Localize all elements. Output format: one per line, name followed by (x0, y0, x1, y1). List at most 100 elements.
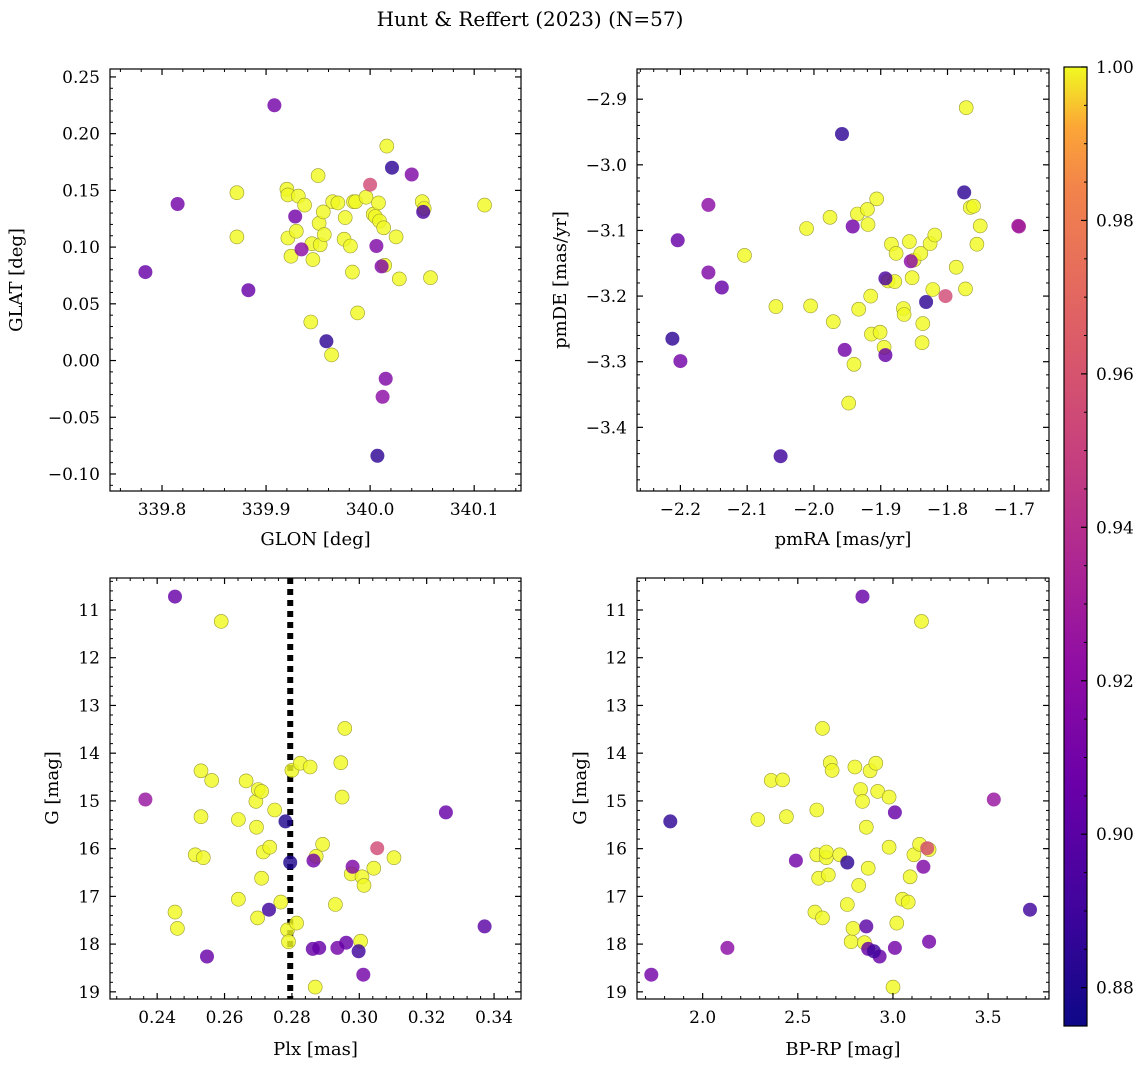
data-point (839, 897, 855, 912)
data-point (860, 860, 876, 876)
data-point (881, 839, 897, 855)
x-tick-label: −2.2 (660, 500, 701, 520)
data-point (855, 589, 870, 604)
figure-title: Hunt & Reffert (2023) (N=57) (377, 7, 684, 31)
y-tick-label: 17 (78, 887, 100, 907)
data-point (333, 755, 349, 771)
x-tick-label: 3.0 (879, 1008, 906, 1028)
data-point (138, 792, 153, 807)
y-tick-label: 0.20 (62, 125, 100, 145)
y-tick-label: −3.3 (586, 353, 627, 373)
data-point (283, 248, 299, 264)
y-tick-label: 13 (605, 696, 627, 716)
data-point (374, 259, 389, 274)
panel-bprp-g: 2.0 2.5 3.0 3.5 11 12 13 14 15 16 17 18 19 BP-RP [m… (570, 577, 1050, 1060)
y-tick-label: 19 (605, 983, 627, 1003)
x-tick-label: −1.8 (927, 500, 968, 520)
y-tick-label: −3.2 (586, 287, 627, 307)
data-point (915, 316, 931, 331)
panel-plx-g-xlabel: Plx [mas] (273, 1039, 358, 1060)
panel-pmra-pmde-yticks: −3.4 −3.3 −3.2 −3.1 −3.0 −2.9 (586, 72, 1049, 481)
data-point (900, 894, 916, 910)
data-point (969, 236, 985, 252)
data-point (375, 389, 390, 404)
colorbar-tick-label: 0.96 (1096, 365, 1134, 385)
data-point (324, 347, 339, 363)
data-point (845, 921, 861, 936)
data-point (358, 189, 374, 205)
data-point (889, 915, 905, 931)
data-point (670, 233, 685, 248)
data-point (345, 264, 360, 280)
data-point (846, 356, 862, 372)
data-point (815, 910, 830, 926)
y-tick-label: 0.05 (62, 295, 100, 315)
data-point (316, 227, 332, 242)
x-tick-label: −2.0 (793, 500, 834, 520)
data-point (714, 280, 729, 295)
data-point (887, 805, 902, 820)
panel-plx-g: 0.24 0.26 0.28 0.30 0.32 0.34 111213141516171… (42, 577, 522, 1060)
data-point (855, 794, 870, 809)
data-point (229, 185, 245, 200)
panel-bprp-g-frame (636, 577, 1050, 1000)
data-point (837, 342, 852, 357)
data-point (289, 915, 304, 931)
data-point (379, 138, 395, 154)
data-point (958, 100, 974, 115)
data-point (860, 217, 876, 232)
data-point (1012, 219, 1026, 234)
colorbar-tick-label: 0.92 (1096, 672, 1134, 692)
data-point (337, 210, 353, 225)
data-point (872, 324, 888, 340)
data-point (1023, 902, 1037, 917)
data-point (378, 371, 393, 386)
data-point (948, 259, 964, 275)
data-point (779, 809, 794, 825)
data-point (337, 721, 353, 736)
data-point (773, 449, 788, 464)
data-point (302, 759, 318, 775)
colorbar: 0.88 0.90 0.92 0.94 0.96 0.98 1.00 (1063, 58, 1134, 1027)
y-tick-label: 16 (78, 840, 100, 860)
data-point (902, 869, 918, 885)
data-point (294, 242, 309, 257)
data-point (404, 167, 419, 182)
data-point (868, 755, 884, 771)
data-point (334, 789, 350, 805)
data-point (303, 314, 319, 330)
data-point (231, 891, 246, 907)
x-tick-label: 0.30 (340, 1008, 378, 1028)
panel-glon-glat: 339.8 339.9 340.0 340.1 −0.10 −0.05 0.00 0.05 0… (6, 68, 522, 550)
panel-glon-glat-ylabel: GLAT [deg] (6, 228, 27, 332)
panel-glon-glat-yticks: −0.10 −0.05 0.00 0.05 0.10 0.15 0.20 0.25 (48, 68, 521, 486)
data-point (193, 809, 209, 825)
x-tick-label: 0.32 (408, 1008, 446, 1028)
y-tick-label: 18 (78, 935, 100, 955)
colorbar-gradient (1063, 66, 1088, 1027)
data-point (204, 773, 219, 788)
data-point (737, 248, 752, 263)
data-point (885, 979, 901, 995)
data-point (815, 721, 830, 736)
data-point (902, 234, 917, 249)
data-point (477, 197, 492, 213)
data-point (356, 878, 372, 893)
data-point (250, 910, 265, 926)
data-point (925, 282, 941, 297)
data-point (866, 944, 881, 959)
data-point (391, 271, 407, 287)
x-tick-label: 2.0 (689, 1008, 716, 1028)
y-tick-label: 12 (78, 649, 100, 669)
y-tick-label: 18 (605, 935, 627, 955)
data-point (851, 878, 867, 893)
x-tick-label: 339.8 (138, 500, 187, 520)
data-point (319, 334, 334, 349)
y-tick-label: 11 (605, 601, 627, 621)
data-point (860, 202, 875, 217)
x-tick-label: −1.9 (860, 500, 901, 520)
panel-glon-glat-xticks: 339.8 339.9 340.0 340.1 (119, 69, 517, 520)
data-point (386, 850, 402, 866)
y-tick-label: 11 (78, 601, 100, 621)
